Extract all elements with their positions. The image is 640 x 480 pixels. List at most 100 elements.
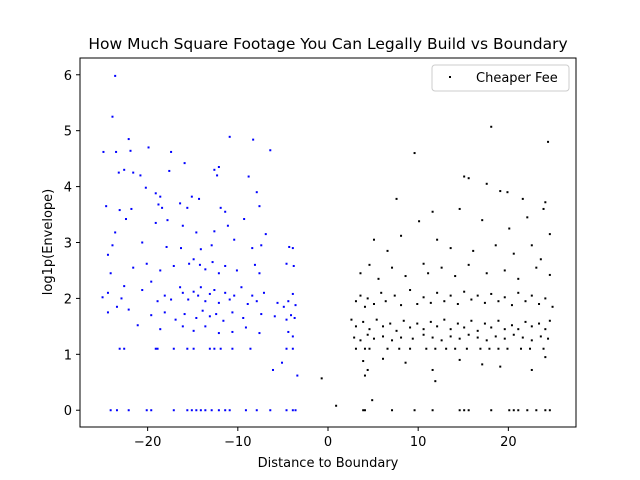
series-0-point xyxy=(161,206,164,209)
series-1-point xyxy=(413,409,416,412)
series-1-point xyxy=(458,337,461,340)
series-0-point xyxy=(150,280,153,283)
series-0-point xyxy=(210,244,213,247)
y-tick-label: 5 xyxy=(64,125,72,140)
series-1-point xyxy=(526,409,529,412)
series-1-point xyxy=(422,262,425,265)
series-1-point xyxy=(409,347,412,350)
series-1-point xyxy=(503,337,506,340)
series-0-point xyxy=(291,335,294,338)
series-1-point xyxy=(449,335,452,338)
series-1-point xyxy=(366,333,369,336)
series-1-point xyxy=(551,305,554,308)
series-0-point xyxy=(215,313,218,316)
series-0-point xyxy=(243,218,246,221)
series-1-point xyxy=(548,319,551,322)
series-0-point xyxy=(129,149,132,152)
series-0-point xyxy=(106,311,109,314)
series-0-point xyxy=(123,347,126,350)
series-1-point xyxy=(506,347,509,350)
series-1-point xyxy=(366,297,369,300)
series-1-point xyxy=(539,258,542,261)
series-1-point xyxy=(519,347,522,350)
y-tick-label: 1 xyxy=(64,348,72,363)
series-1-point xyxy=(395,329,398,332)
series-0-point xyxy=(195,231,198,234)
series-0-point xyxy=(120,297,123,300)
y-tick-label: 2 xyxy=(64,292,72,307)
series-1-point xyxy=(476,329,479,332)
series-1-point xyxy=(548,273,551,276)
series-1-point xyxy=(380,291,383,294)
series-0-point xyxy=(154,347,157,350)
series-0-point xyxy=(287,300,290,303)
series-1-point xyxy=(467,263,470,266)
series-0-point xyxy=(213,289,216,292)
series-0-point xyxy=(294,304,297,307)
series-1-point xyxy=(458,409,461,412)
series-1-point xyxy=(544,201,547,204)
series-1-point xyxy=(530,339,533,342)
series-0-point xyxy=(201,309,204,312)
series-1-point xyxy=(354,347,357,350)
series-0-point xyxy=(287,330,290,333)
series-0-point xyxy=(179,286,182,289)
series-1-point xyxy=(476,294,479,297)
series-1-point xyxy=(386,347,389,350)
series-1-point xyxy=(409,326,412,329)
series-0-point xyxy=(255,300,258,303)
series-0-point xyxy=(115,150,118,153)
series-0-point xyxy=(217,409,220,412)
series-0-point xyxy=(285,262,288,265)
series-0-point xyxy=(179,202,182,205)
series-0-point xyxy=(114,231,117,234)
series-1-point xyxy=(353,336,356,339)
series-1-point xyxy=(497,300,500,303)
series-0-point xyxy=(285,347,288,350)
series-1-point xyxy=(494,244,497,247)
series-1-point xyxy=(427,272,430,275)
series-1-point xyxy=(443,318,446,321)
series-1-point xyxy=(400,234,403,237)
series-0-point xyxy=(192,347,195,350)
series-1-point xyxy=(538,322,541,325)
series-1-point xyxy=(529,347,532,350)
legend-label: Cheaper Fee xyxy=(476,71,558,86)
series-1-point xyxy=(418,220,421,223)
series-1-point xyxy=(535,266,538,269)
series-0-point xyxy=(247,175,250,178)
series-0-point xyxy=(114,74,117,77)
series-1-point xyxy=(490,292,493,295)
series-0-point xyxy=(199,409,202,412)
series-1-point xyxy=(510,324,513,327)
series-0-point xyxy=(269,149,272,152)
series-1-point xyxy=(363,374,366,377)
series-0-point xyxy=(204,409,207,412)
y-axis: 0 1 2 3 4 5 6 xyxy=(64,69,80,419)
series-1-point xyxy=(485,272,488,275)
series-1-point xyxy=(512,252,515,255)
series-0-point xyxy=(111,244,114,247)
series-1-point xyxy=(463,175,466,178)
series-0-point xyxy=(106,253,109,256)
series-0-point xyxy=(154,221,157,224)
series-1-point xyxy=(425,347,428,350)
series-1-point xyxy=(538,303,541,305)
series-0-point xyxy=(190,195,193,198)
series-1-point xyxy=(467,177,470,180)
series-0-point xyxy=(105,205,108,208)
series-0-point xyxy=(210,409,213,412)
series-0-point xyxy=(195,409,198,412)
x-tick-label: −20 xyxy=(134,435,161,450)
series-0-point xyxy=(192,290,195,293)
series-1-point xyxy=(431,210,434,213)
series-0-point xyxy=(163,311,166,314)
x-tick-label: 10 xyxy=(410,435,427,450)
series-1-point xyxy=(479,347,482,350)
series-0-point xyxy=(109,409,112,412)
series-1-point xyxy=(521,197,524,200)
series-0-point xyxy=(291,347,294,350)
series-0-point xyxy=(260,313,263,316)
series-0-point xyxy=(163,294,166,297)
series-0-point xyxy=(224,210,227,213)
